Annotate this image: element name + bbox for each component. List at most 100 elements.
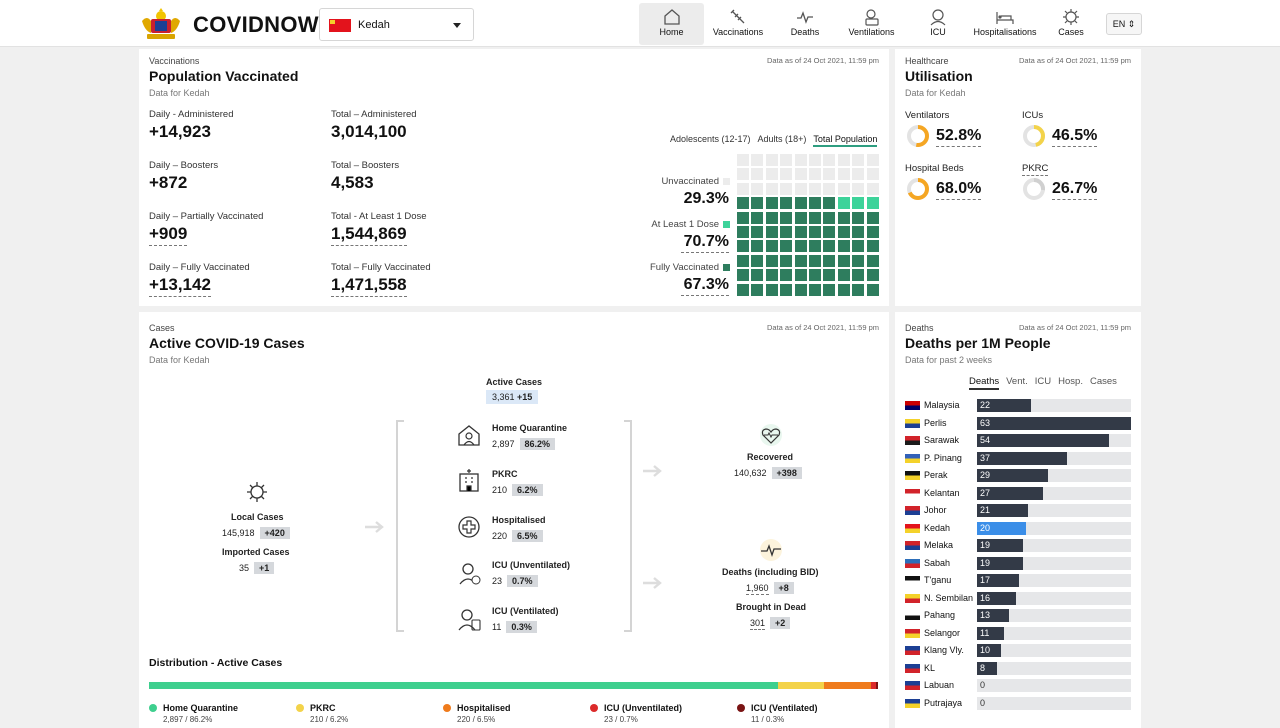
state-row[interactable]: T'ganu 17	[905, 574, 1131, 587]
bar-value: 20	[980, 522, 991, 533]
waffle-cell	[751, 240, 764, 253]
util-pkrc-label[interactable]: PKRC	[1022, 163, 1049, 176]
flow-icu-ventilated-label: ICU (Ventilated)	[492, 606, 559, 616]
tab-cases[interactable]: Cases	[1089, 376, 1117, 387]
state-row[interactable]: Johor 21	[905, 504, 1131, 517]
tab-hosp[interactable]: Hosp.	[1058, 376, 1083, 387]
legend-at-least-1-dose: At Least 1 Dose	[600, 219, 730, 230]
util-subtitle: Data for Kedah	[905, 88, 966, 98]
state-row[interactable]: Pahang 13	[905, 609, 1131, 622]
waffle-cell	[794, 254, 807, 267]
bar-value: 13	[980, 610, 991, 620]
waffle-cell	[780, 154, 793, 166]
tab-vent[interactable]: Vent.	[1006, 376, 1028, 387]
waffle-cell	[823, 168, 836, 181]
tab-deaths[interactable]: Deaths	[969, 376, 1000, 390]
stat-daily-partial-value[interactable]: +909	[149, 224, 188, 246]
vacc-timestamp: Data as of 24 Oct 2021, 11:59 pm	[766, 56, 879, 65]
nav-icu[interactable]: ICU	[918, 3, 958, 45]
waffle-cell	[780, 168, 793, 181]
state-row[interactable]: Sabah 19	[905, 556, 1131, 570]
tab-total-population[interactable]: Total Population	[813, 134, 878, 147]
state-row[interactable]: Perak 29	[905, 469, 1131, 482]
bar	[977, 539, 1024, 552]
bar-track: 63	[977, 416, 1131, 430]
hospital-beds-ring-icon	[907, 178, 929, 200]
deaths-value[interactable]: 1,960	[746, 583, 769, 595]
recovered-value: 140,632	[734, 468, 767, 478]
bar-value: 16	[980, 592, 991, 603]
stat-total-partial-value[interactable]: 1,544,869	[331, 224, 407, 246]
bar-track: 10	[977, 644, 1131, 657]
tab-adolescents[interactable]: Adolescents (12-17)	[670, 134, 751, 144]
waffle-cell	[823, 226, 836, 238]
legend-at-least-1-dose-value[interactable]: 70.7%	[681, 233, 729, 253]
bar-value: 27	[980, 487, 991, 498]
malaysia-coat-of-arms-logo[interactable]	[139, 7, 183, 41]
waffle-cell	[823, 269, 836, 282]
active-cases-label: Active Cases	[486, 377, 543, 387]
util-ventilators-value[interactable]: 52.8%	[936, 127, 982, 147]
state-row[interactable]: P. Pinang 37	[905, 451, 1131, 465]
waffle-cell	[765, 240, 778, 253]
nav-vaccinations[interactable]: Vaccinations	[707, 3, 769, 45]
state-row[interactable]: Perlis 63	[905, 416, 1131, 430]
state-row[interactable]: Malaysia 22	[905, 399, 1131, 412]
state-row[interactable]: KL 8	[905, 661, 1131, 675]
util-pkrc-value[interactable]: 26.7%	[1052, 180, 1098, 200]
state-row[interactable]: Klang Vly. 10	[905, 644, 1131, 657]
nav-hospitalisations[interactable]: Hospitalisations	[970, 3, 1040, 45]
state-row[interactable]: Selangor 11	[905, 626, 1131, 640]
nav-ventilations[interactable]: Ventilations	[844, 3, 899, 45]
waffle-cell	[823, 197, 836, 210]
state-row[interactable]: Labuan 0	[905, 679, 1131, 692]
nav-cases[interactable]: Cases	[1051, 3, 1091, 45]
nav-home[interactable]: Home	[639, 3, 704, 45]
stat-total-full-value[interactable]: 1,471,558	[331, 275, 407, 297]
state-row[interactable]: N. Sembilan 16	[905, 591, 1131, 605]
stat-daily-full-value[interactable]: +13,142	[149, 275, 211, 297]
tab-adults[interactable]: Adults (18+)	[757, 134, 807, 144]
waffle-cell	[751, 254, 764, 267]
nav-deaths[interactable]: Deaths	[780, 3, 830, 45]
pkrc-building-icon	[459, 469, 479, 492]
legend-fully-vaccinated-swatch	[723, 263, 730, 271]
state-row[interactable]: Kelantan 27	[905, 486, 1131, 500]
state-row[interactable]: Melaka 19	[905, 539, 1131, 552]
flow-home-quarantine-pct: 86.2%	[519, 438, 556, 450]
state-row[interactable]: Sarawak 54	[905, 434, 1131, 447]
flow-hospitalised-row: 220 6.5%	[492, 530, 543, 542]
flow-icu-ventilated-row: 11 0.3%	[492, 621, 537, 633]
waffle-cell	[751, 211, 764, 224]
util-icus-value[interactable]: 46.5%	[1052, 127, 1098, 147]
hospital-bed-icon	[996, 12, 1014, 24]
util-hospital-beds-value[interactable]: 68.0%	[936, 180, 982, 200]
bar	[977, 556, 1024, 570]
brand-title[interactable]: COVIDNOW	[193, 12, 319, 37]
icu-icon	[930, 9, 946, 26]
legend-unvaccinated-swatch	[723, 177, 730, 185]
utilisation-card	[895, 49, 1141, 306]
stat-total-boosters-value: 4,583	[331, 173, 374, 192]
waffle-cell	[866, 240, 879, 253]
bar	[977, 591, 1017, 605]
ring-fill	[907, 125, 929, 147]
bid-value[interactable]: 301	[750, 618, 766, 630]
waffle-cell	[837, 240, 850, 253]
tab-icu[interactable]: ICU	[1034, 376, 1052, 387]
waffle-cell	[751, 168, 764, 181]
vaccination-waffle-chart	[737, 154, 880, 298]
cases-kicker: Cases	[149, 323, 175, 333]
state-row[interactable]: Kedah 20	[905, 521, 1131, 535]
state-row[interactable]: Putrajaya 0	[905, 696, 1131, 710]
waffle-cell	[852, 211, 865, 224]
legend-fully-vaccinated-value[interactable]: 67.3%	[681, 276, 729, 296]
language-select[interactable]: EN ⇕	[1106, 13, 1142, 35]
distribution-title: Distribution - Active Cases	[149, 657, 283, 669]
waffle-cell	[837, 168, 850, 181]
waffle-cell	[866, 197, 879, 210]
active-cases-delta: +15	[517, 392, 533, 402]
distribution-segment	[823, 682, 871, 689]
state-select[interactable]: Kedah	[319, 8, 474, 41]
virus-icon	[1063, 9, 1079, 25]
